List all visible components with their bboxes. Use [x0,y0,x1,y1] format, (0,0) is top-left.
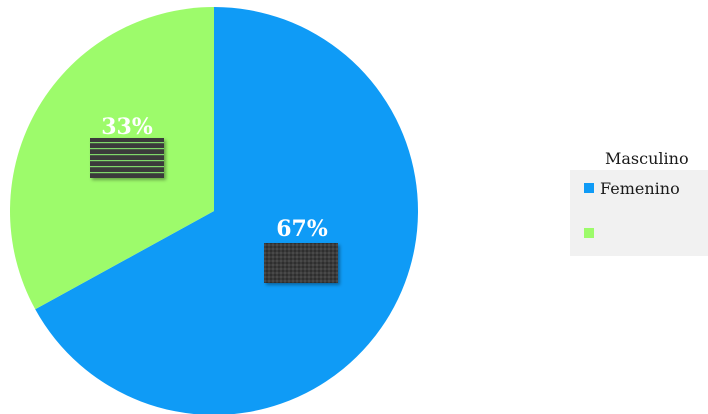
label-box-masculino [90,138,164,178]
legend-swatch-femenino [584,183,594,193]
data-label-femenino: 67% [276,216,328,242]
pie-slices [9,7,418,414]
label-box-femenino [264,243,338,283]
legend-label-femenino: Femenino [600,179,680,198]
legend-title: Masculino [605,149,689,168]
legend: Masculino Femenino [570,149,708,256]
legend-swatch-masculino [584,228,594,238]
data-label-masculino: 33% [101,114,153,140]
pie-slice-femenino [35,7,418,414]
